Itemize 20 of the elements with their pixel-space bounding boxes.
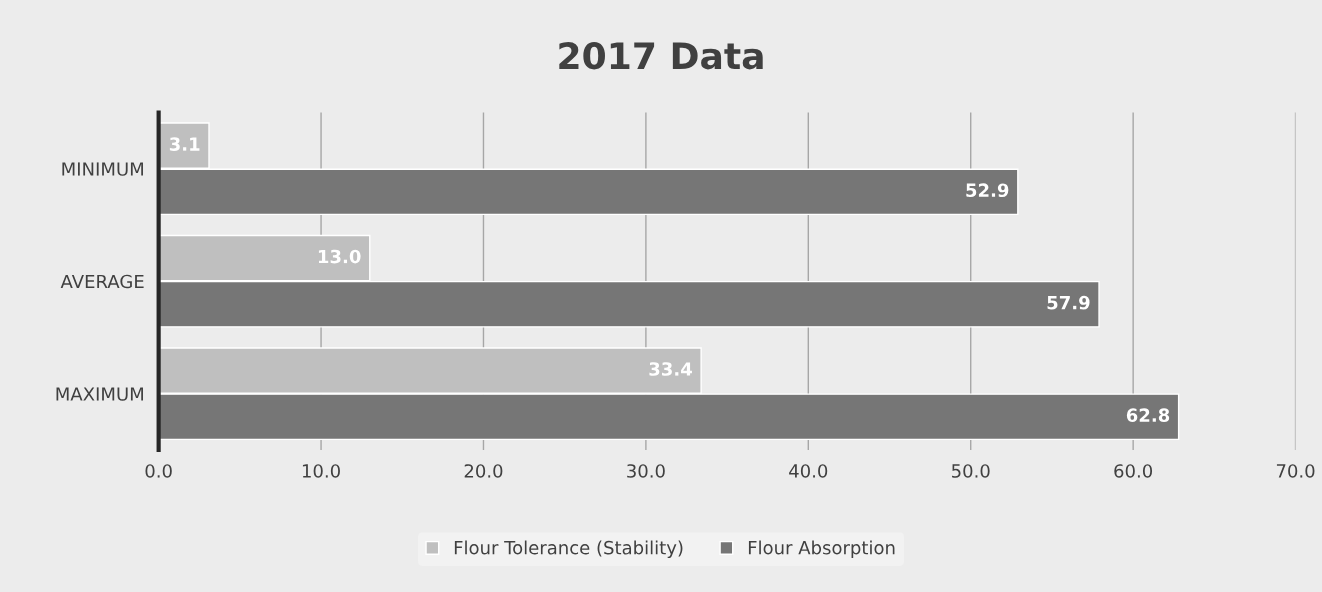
x-tick-label: 60.0 (1114, 464, 1153, 478)
x-tick-label: 40.0 (789, 464, 828, 478)
legend-label: Flour Absorption (748, 540, 895, 558)
data-label: 13.0 (318, 249, 361, 264)
data-label: 3.1 (169, 137, 200, 151)
x-tick-label: 30.0 (627, 464, 665, 478)
x-tick-label: 10.0 (302, 464, 340, 478)
x-tick-label: 0.0 (145, 464, 172, 478)
y-tick-label: MINIMUM (62, 162, 143, 176)
x-tick-label: 50.0 (952, 464, 990, 478)
data-label: 52.9 (966, 183, 1009, 198)
y-tick-label: MAXIMUM (56, 387, 143, 401)
data-label: 33.4 (649, 362, 692, 376)
y-tick-label: AVERAGE (60, 274, 144, 289)
data-label: 57.9 (1047, 295, 1090, 310)
data-label: 62.8 (1126, 408, 1170, 422)
chart-title: 2017 Data (559, 42, 763, 70)
x-tick-label: 70.0 (1276, 464, 1315, 478)
x-tick-label: 20.0 (464, 464, 503, 478)
legend-label: Flour Tolerance (Stability) (454, 540, 683, 558)
